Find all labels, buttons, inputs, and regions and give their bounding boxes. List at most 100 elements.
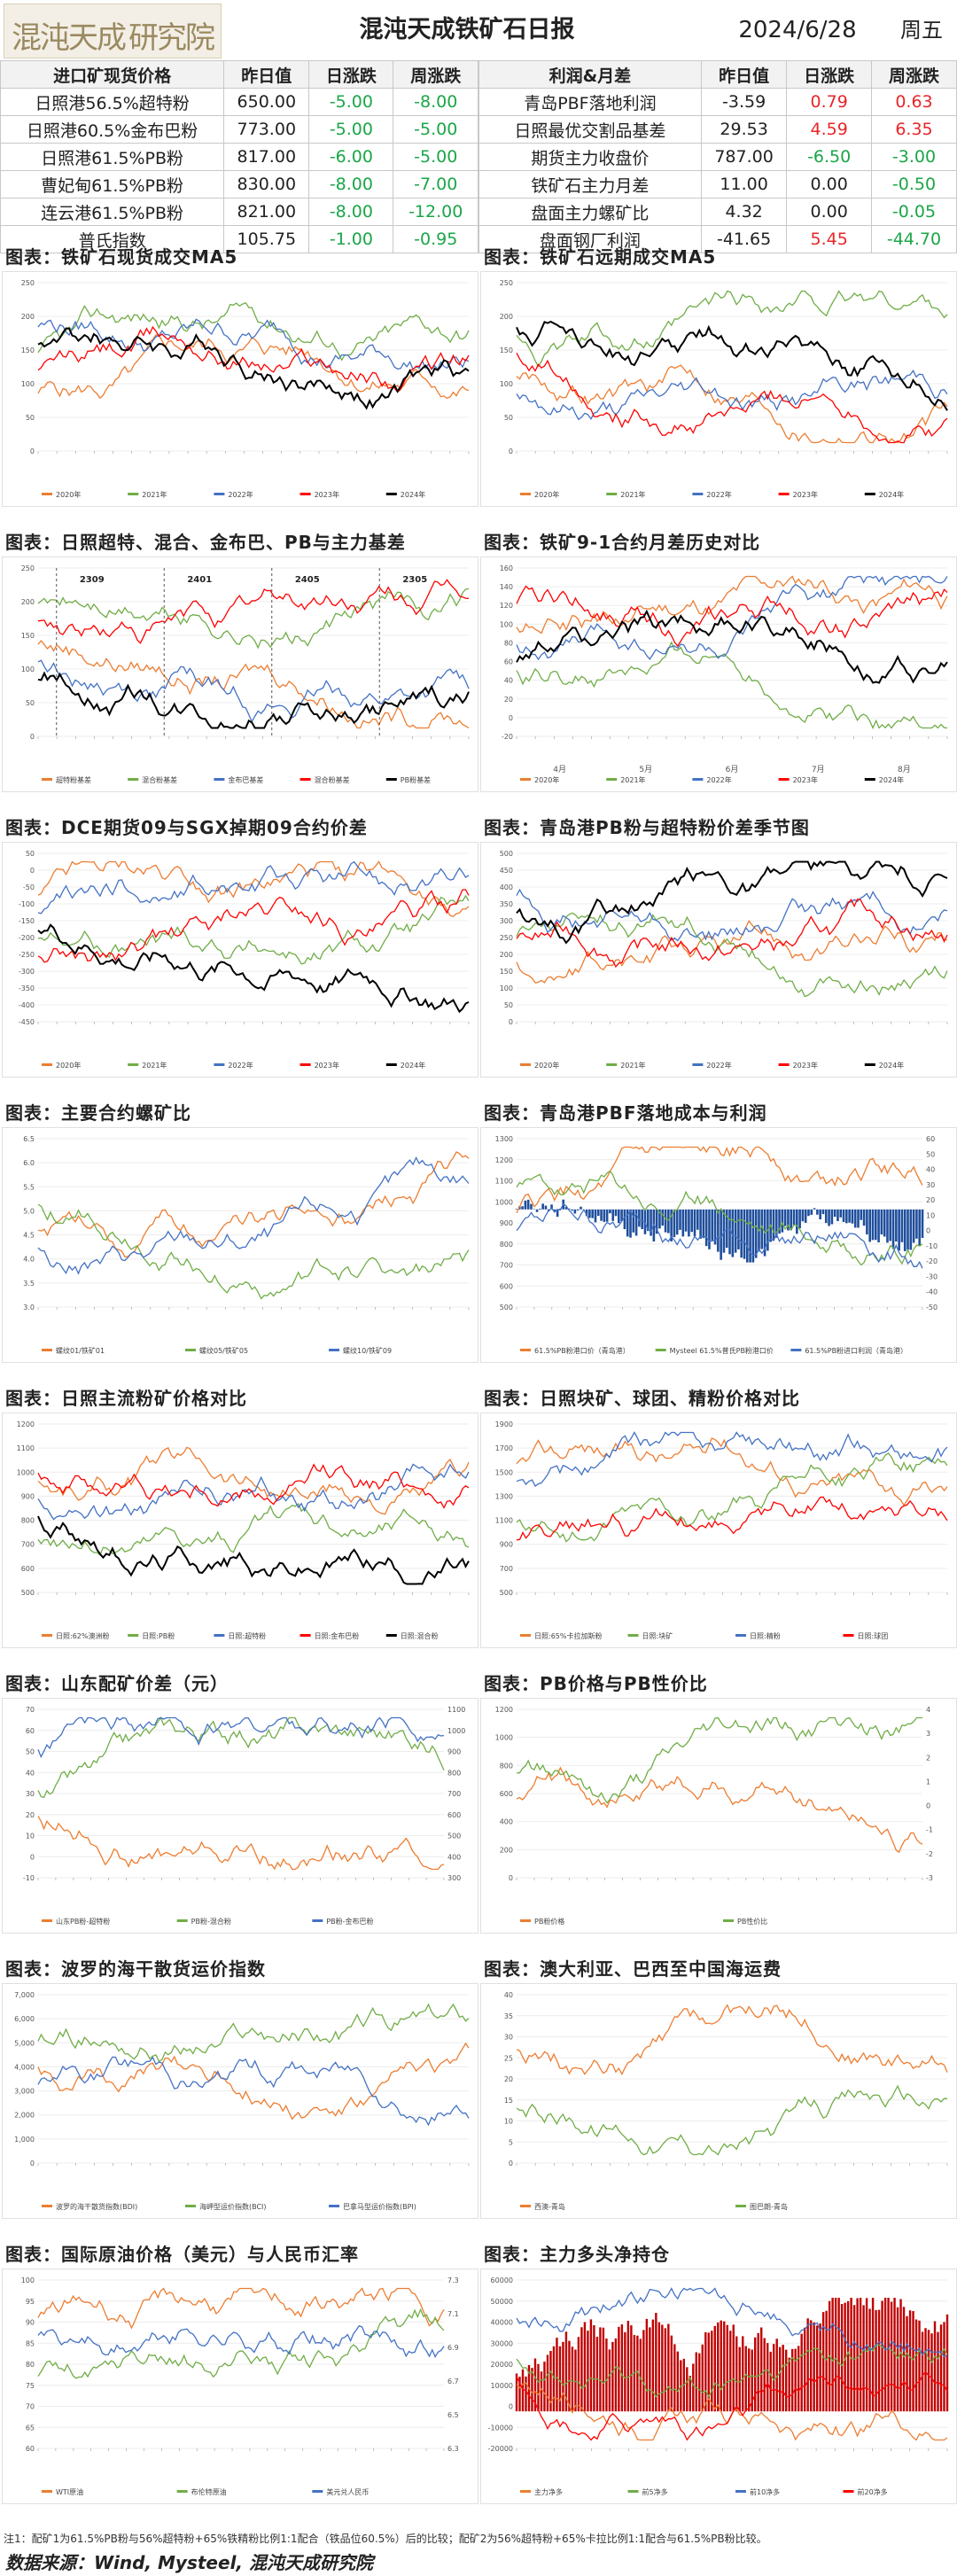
y-tick-label: 50 <box>26 699 35 707</box>
row-label: 连云港61.5%PB粉 <box>0 198 225 226</box>
legend-swatch <box>176 1919 188 1922</box>
legend-label: 2021年 <box>620 1061 645 1070</box>
x-tick-label: 5月 <box>639 765 652 774</box>
y-tick-label: -200 <box>19 934 35 942</box>
column-header: 利润&月差 <box>478 60 702 89</box>
legend-label: 日照:金布巴粉 <box>315 1631 360 1640</box>
cell-day: -6.50 <box>786 143 872 171</box>
chart-svg: 0 50 100 150 200 250 2020年 2021年 2022年 2023年 2024年 <box>21 279 470 499</box>
series-line <box>516 609 948 684</box>
series-line <box>37 659 470 723</box>
legend-swatch <box>864 493 875 495</box>
series-line <box>37 1816 445 1871</box>
y-tick-label: 4,000 <box>14 2063 35 2071</box>
legend-swatch <box>778 1063 790 1066</box>
row-label: 日照港60.5%金布巴粉 <box>0 115 225 144</box>
chart-area: 500 700 900 1100 1300 1500 1700 1900 日照:65%卡拉加斯粉… <box>480 1413 957 1648</box>
chart-title: 图表：铁矿9-1合约月差历史对比 <box>484 532 761 553</box>
y-tick-label: 20 <box>504 2075 513 2083</box>
legend-label: 2024年 <box>879 1061 904 1070</box>
chart-panel: 图表：铁矿石远期成交MA5 0 50 100 150 200 250 2020年 2021年 20… <box>480 243 957 507</box>
legend-label: 山东PB粉-超特粉 <box>56 1917 110 1926</box>
y-tick-label: 1100 <box>17 1444 35 1452</box>
chart-panel: 图表：日照块矿、球团、精粉价格对比 500 700 900 1100 1300 1500 17… <box>480 1384 957 1648</box>
y-tick-label: 0 <box>509 1018 513 1026</box>
legend-label: 螺纹05/铁矿05 <box>199 1346 248 1355</box>
legend-label: 2022年 <box>228 490 253 499</box>
cell-prev: 817.00 <box>223 143 310 171</box>
legend-swatch <box>128 1063 139 1066</box>
chart-svg: 5006007008009001000110012001300-50-40-30… <box>495 1135 938 1355</box>
y-tick-label: 100 <box>500 620 513 628</box>
cell-prev: 773.00 <box>223 115 310 144</box>
cell-day: -8.00 <box>308 170 394 198</box>
y-tick-label: 3,000 <box>14 2088 35 2096</box>
chart-panel: 图表：山东配矿价差（元） -10 0 10 20 30 40 50 60 70 300 400 500 6… <box>2 1669 478 1934</box>
legend-label: 海岬型运价指数(BCI) <box>199 2202 267 2211</box>
series-line <box>516 1146 923 1214</box>
chart-svg: 0 50 100 150 200 250 2020年 2021年 2022年 2023年 2024年 <box>500 279 948 499</box>
cell-prev: -3.59 <box>700 88 788 116</box>
y2-tick-label: -50 <box>926 1304 938 1311</box>
table-row: 日照最优交割品基差 29.53 4.59 6.35 <box>478 115 957 144</box>
y-tick-label: 250 <box>500 279 513 287</box>
y2-tick-label: 400 <box>447 1853 461 1861</box>
legend-label: 超特粉基差 <box>56 775 91 784</box>
chart-area: -20000 -10000 0 10000 20000 30000 40000 50000 60… <box>480 2269 957 2504</box>
chart-title: 图表：铁矿石远期成交MA5 <box>484 246 717 268</box>
series-line <box>516 898 948 969</box>
legend-label: 2023年 <box>315 490 339 499</box>
chart-svg: 0 1,000 2,000 3,000 4,000 5,000 6,000 7,000 波罗的海… <box>14 1991 470 2211</box>
y2-tick-label: 1000 <box>447 1727 465 1735</box>
cell-day: -1.00 <box>308 225 394 253</box>
y-tick-label: 85 <box>26 2339 35 2347</box>
series-line <box>37 334 470 400</box>
chart-title: 图表：主要合约螺矿比 <box>5 1102 191 1124</box>
y-tick-label: 1000 <box>17 1468 35 1476</box>
series-line <box>37 2308 445 2379</box>
y-tick-label: -100 <box>19 900 35 908</box>
column-header: 昨日值 <box>223 60 310 89</box>
cell-week: 6.35 <box>870 115 957 144</box>
y-tick-label: 150 <box>500 968 513 976</box>
cell-day: -5.00 <box>308 88 394 116</box>
y-tick-label: 60 <box>26 1727 35 1735</box>
cell-week: -8.00 <box>393 88 478 116</box>
chart-title: 图表：日照块矿、球团、精粉价格对比 <box>484 1388 800 1409</box>
y2-tick-label: -10 <box>926 1242 938 1250</box>
legend-swatch <box>520 1919 531 1922</box>
y-tick-label: 5,000 <box>14 2039 35 2047</box>
series-line <box>516 860 948 945</box>
y-tick-label: 900 <box>500 1219 513 1227</box>
legend-label: 2020年 <box>534 490 559 499</box>
legend-label: 61.5%PB粉港口价（青岛港） <box>534 1346 630 1355</box>
y-tick-label: 10 <box>504 2118 513 2126</box>
column-header: 周涨跌 <box>870 60 957 89</box>
series-line <box>516 920 948 984</box>
legend-swatch <box>655 1349 666 1351</box>
cell-week: -44.70 <box>870 225 957 253</box>
profit-spread-table: 利润&月差 昨日值 日涨跌 周涨跌 青岛PBF落地利润 -3.59 0.79 0.63… <box>478 60 957 253</box>
column-header: 日涨跌 <box>786 60 872 89</box>
chart-panel: 图表：青岛港PB粉与超特粉价差季节图 0 50 100 150 200 250 300 350 4… <box>480 813 957 1078</box>
y2-tick-label: 4 <box>926 1706 930 1714</box>
series-line <box>37 1716 445 1759</box>
chart-svg: 0 50 100 150 200 250 2309 2401 2405 2305 超特粉基差 混合粉基… <box>21 564 470 784</box>
chart-svg: 60 65 70 75 80 85 90 95 100 6.3 6.5 6.7 6.9 7.1 7.3 WTI… <box>21 2276 459 2496</box>
y-tick-label: 150 <box>21 632 35 640</box>
x-tick-label: 8月 <box>898 765 911 774</box>
y-tick-label: 800 <box>500 1241 513 1249</box>
legend-swatch <box>42 1634 52 1637</box>
legend-swatch <box>606 1063 618 1066</box>
cell-week: -0.50 <box>870 170 957 198</box>
chart-panel: 图表：主力多头净持仓 -20000 -10000 0 10000 20000 30000 40… <box>480 2240 957 2504</box>
y2-tick-label: -2 <box>926 1850 933 1858</box>
y-tick-label: 75 <box>26 2382 35 2390</box>
chart-area: 0 50 100 150 200 250 2309 2401 2405 2305 超特粉基差 混合粉基… <box>2 556 478 792</box>
y-tick-label: 200 <box>21 598 35 606</box>
series-line <box>516 353 948 444</box>
legend-swatch <box>723 1919 734 1922</box>
data-source: 数据来源：Wind, Mysteel, 混沌天成研究院 <box>5 2552 373 2573</box>
y-tick-label: 250 <box>500 934 513 942</box>
legend-swatch <box>329 2205 339 2207</box>
